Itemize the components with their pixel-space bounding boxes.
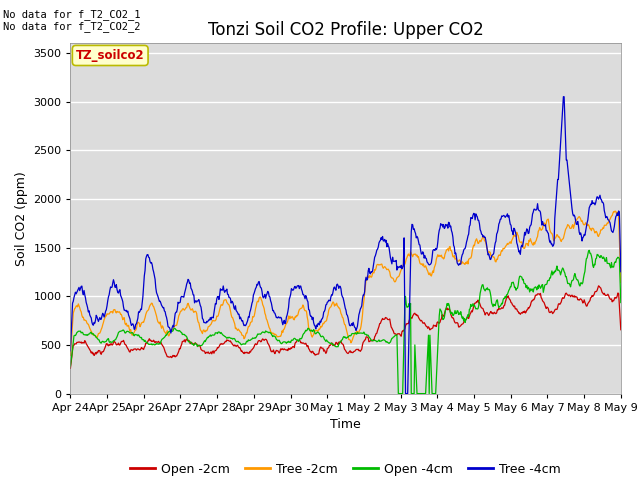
Text: No data for f_T2_CO2_2: No data for f_T2_CO2_2 [3,21,141,32]
Legend: Open -2cm, Tree -2cm, Open -4cm, Tree -4cm: Open -2cm, Tree -2cm, Open -4cm, Tree -4… [125,457,566,480]
Title: Tonzi Soil CO2 Profile: Upper CO2: Tonzi Soil CO2 Profile: Upper CO2 [208,21,483,39]
X-axis label: Time: Time [330,418,361,431]
Y-axis label: Soil CO2 (ppm): Soil CO2 (ppm) [15,171,28,266]
Text: TZ_soilco2: TZ_soilco2 [76,49,145,62]
Text: No data for f_T2_CO2_1: No data for f_T2_CO2_1 [3,9,141,20]
